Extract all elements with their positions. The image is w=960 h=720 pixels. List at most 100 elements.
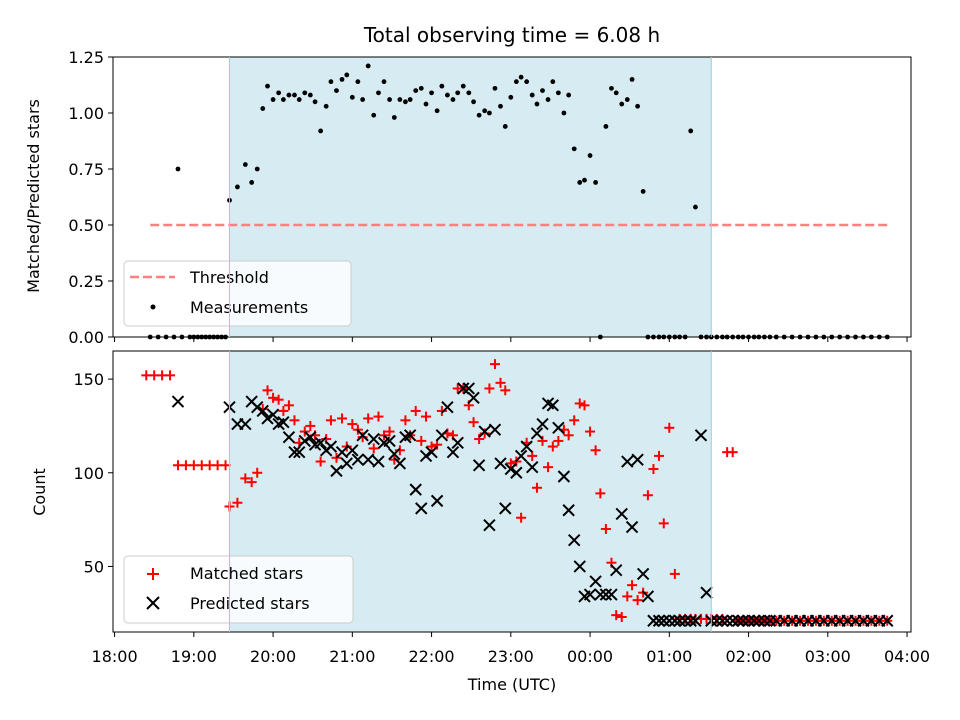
measurement-point [502,124,508,129]
top-x-ticks [114,337,908,342]
predicted-star-point [251,400,264,414]
x-tick-label: 03:00 [805,647,851,666]
matched-star-point [468,417,479,428]
matched-star-point [505,458,516,469]
x-tick-label: 23:00 [488,647,534,666]
matched-star-point [368,443,379,454]
matched-star-point [240,473,251,484]
measurement-point [423,101,429,107]
matched-star-point [516,512,527,523]
predicted-star-point [657,614,670,627]
matched-star-point [220,460,231,471]
matched-star-point [574,398,585,409]
matched-star-point [331,452,342,463]
measurement-point [582,177,587,183]
predicted-star-point [298,434,311,448]
matched-star-point [384,426,395,437]
measurement-point [619,101,625,107]
predicted-star-point [171,395,185,408]
bottom-y-tick-label: 150 [73,370,104,389]
measurement-point [450,97,456,102]
matched-star-point [595,488,606,499]
predicted-star-point [361,453,375,466]
predicted-star-point [383,434,396,448]
measurement-point [376,90,381,96]
matched-star-point [299,426,310,437]
matched-star-point [479,428,490,439]
predicted-star-point [335,445,349,459]
predicted-star-point [488,423,502,436]
matched-star-point [622,591,633,602]
predicted-star-point [742,614,755,627]
measurement-point [593,180,599,185]
matched-star-point [627,580,638,591]
matched-star-point [357,432,368,443]
predicted-star-point [293,445,306,459]
measurement-point [577,180,583,185]
predicted-star-point [700,586,713,599]
predicted-star-point [689,614,702,627]
matched-star-point [262,385,273,396]
predicted-star-point [594,588,607,601]
measurement-point [529,92,535,98]
measurement-point [292,92,297,98]
predicted-star-point [351,453,365,466]
measurement-point [265,83,270,89]
predicted-star-point [288,445,301,459]
matched-star-point [283,400,294,411]
predicted-star-point [663,614,676,627]
matched-star-point [278,405,289,416]
measurement-point [603,124,609,129]
top-legend: Threshold Measurements [123,260,352,327]
predicted-star-point [673,614,686,627]
measurement-point [540,88,545,93]
measurement-point [624,97,630,102]
matched-star-point [252,467,263,478]
measurement-point [434,108,440,114]
predicted-star-point [330,464,343,478]
matched-star-point [394,445,405,456]
predicted-star-point [499,502,512,515]
bottom-y-axis-label: Count [30,468,49,516]
measurement-point [349,94,355,100]
matched-star-point [527,450,538,461]
measurement-point [555,90,561,96]
matched-star-point [373,411,384,422]
predicted-star-point [530,427,544,440]
matched-star-point [389,454,400,465]
matched-star-point [268,392,279,403]
top-panel: 0.00 0.25 0.50 0.75 1.00 1.25 Total observing… [24,23,912,347]
measurement-point [635,103,641,109]
measurement-point [487,110,492,116]
measurement-point [524,79,530,85]
measurement-point [518,74,524,80]
matched-star-point [547,441,558,452]
measurement-point [254,166,260,172]
predicted-star-point [652,614,666,627]
predicted-star-point [636,567,650,581]
measurement-point [640,189,646,194]
measurement-point [561,110,567,116]
predicted-star-point [726,614,739,627]
predicted-star-point [419,449,433,463]
predicted-star-point [678,614,692,627]
predicted-star-point [403,429,417,442]
chart-title: Total observing time = 6.08 h [363,23,660,47]
matched-star-point [616,612,627,623]
predicted-star-point [546,399,560,412]
predicted-star-point [732,614,745,627]
measurement-point [360,97,366,102]
matched-star-point [585,426,596,437]
matched-star-point [246,477,257,488]
matched-star-point [436,405,447,416]
measurement-point [508,94,514,100]
matched-star-point [658,518,669,529]
measurement-point [296,97,302,102]
matched-star-point [590,445,601,456]
matched-star-point [600,523,611,534]
measurement-point [286,92,292,98]
matched-star-point [563,430,574,441]
measurement-point [550,79,556,85]
predicted-star-point [752,614,766,627]
bottom-y-ticks: 50 100 150 [73,370,113,576]
